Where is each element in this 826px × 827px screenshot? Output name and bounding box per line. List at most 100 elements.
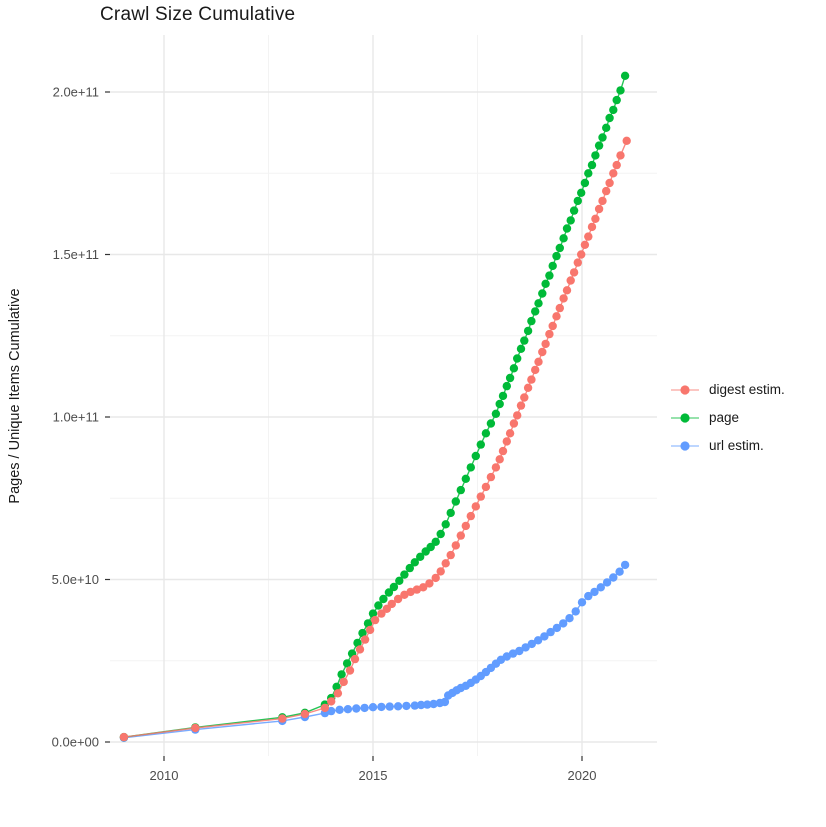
data-point xyxy=(395,576,404,585)
data-point xyxy=(565,614,574,623)
data-point xyxy=(516,401,526,410)
data-point xyxy=(531,365,540,375)
data-point xyxy=(562,286,572,295)
data-point xyxy=(342,659,352,668)
data-point xyxy=(374,601,383,610)
data-point xyxy=(555,303,564,313)
data-point xyxy=(486,419,496,428)
data-point xyxy=(577,188,586,197)
data-point xyxy=(587,222,597,232)
data-point xyxy=(580,240,590,249)
data-point xyxy=(559,294,568,303)
data-point xyxy=(605,113,614,123)
data-point xyxy=(377,609,386,618)
legend-label: digest estim. xyxy=(709,382,785,397)
data-point xyxy=(466,463,475,472)
data-point xyxy=(456,485,465,495)
data-point xyxy=(406,587,415,597)
data-point xyxy=(555,243,564,253)
y-tick-label: 1.0e+11 xyxy=(53,410,99,425)
data-point xyxy=(533,636,543,645)
data-point xyxy=(609,573,618,582)
data-point xyxy=(552,251,561,261)
data-point xyxy=(278,714,287,723)
data-point xyxy=(491,463,501,472)
legend-key-digest-icon xyxy=(671,384,699,395)
data-point xyxy=(527,639,536,649)
data-point xyxy=(119,732,129,742)
data-point xyxy=(620,560,630,570)
data-point xyxy=(612,160,621,170)
series-digest-estim- xyxy=(119,136,631,742)
data-point xyxy=(498,446,508,456)
data-point xyxy=(562,224,572,233)
data-point xyxy=(566,276,575,285)
data-point xyxy=(527,375,536,384)
y-tick-label: 2.0e+11 xyxy=(53,85,99,100)
data-point xyxy=(423,700,432,709)
data-point xyxy=(571,607,580,616)
data-point xyxy=(520,393,529,402)
data-point xyxy=(584,169,593,178)
data-point xyxy=(548,261,557,271)
data-point xyxy=(410,701,419,710)
data-point xyxy=(509,419,519,428)
data-point xyxy=(495,455,504,464)
data-point xyxy=(343,705,353,714)
data-point xyxy=(616,86,625,95)
data-point xyxy=(548,321,557,331)
chart-title: Crawl Size Cumulative xyxy=(100,4,296,25)
data-point xyxy=(387,599,396,609)
data-point xyxy=(363,619,373,628)
data-point xyxy=(431,537,440,546)
data-point xyxy=(559,234,568,243)
data-point xyxy=(333,689,343,698)
data-point xyxy=(584,591,593,601)
data-point xyxy=(461,474,470,483)
data-point xyxy=(573,196,582,206)
data-point xyxy=(577,598,587,607)
data-point xyxy=(393,594,403,604)
data-point xyxy=(591,214,600,223)
data-point xyxy=(505,429,515,438)
data-point xyxy=(559,619,568,628)
data-point xyxy=(602,123,611,132)
legend-key-url-icon xyxy=(671,440,699,451)
data-point xyxy=(451,497,460,506)
data-point xyxy=(620,71,630,81)
data-point xyxy=(598,196,607,206)
data-point xyxy=(481,482,491,492)
data-point xyxy=(531,307,540,316)
data-point xyxy=(516,344,526,353)
data-point xyxy=(446,508,455,518)
x-tick-label: 2010 xyxy=(150,768,179,783)
data-point xyxy=(534,357,543,366)
data-point xyxy=(466,511,475,521)
data-point xyxy=(327,697,336,706)
data-point xyxy=(360,635,370,644)
legend-key-dot xyxy=(680,384,690,395)
data-point xyxy=(441,559,450,568)
data-point xyxy=(431,573,440,583)
data-point xyxy=(350,654,360,664)
data-point xyxy=(389,582,399,592)
data-point xyxy=(523,326,533,336)
data-point xyxy=(538,289,547,298)
data-point xyxy=(393,702,403,711)
data-point xyxy=(377,702,386,712)
data-point xyxy=(476,440,485,449)
data-point xyxy=(520,336,529,345)
data-point xyxy=(545,271,554,280)
data-point xyxy=(573,258,582,267)
data-point xyxy=(370,615,380,625)
data-point xyxy=(538,347,547,357)
data-point xyxy=(355,645,365,654)
data-point xyxy=(584,232,593,241)
data-point xyxy=(513,354,522,363)
data-point xyxy=(353,638,362,648)
data-point xyxy=(523,383,533,392)
data-point xyxy=(616,151,625,160)
legend-key-dot xyxy=(680,412,690,423)
